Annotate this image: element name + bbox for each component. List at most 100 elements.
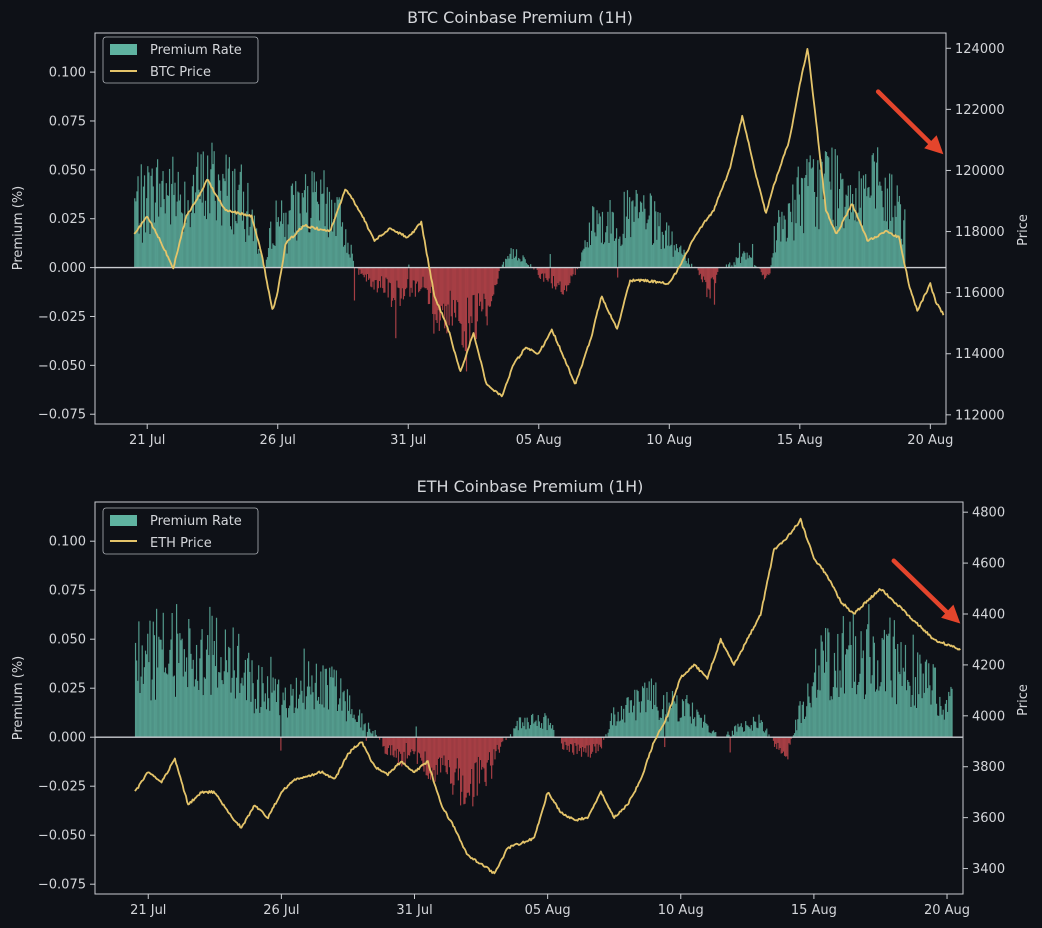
- eth-premium-bar: [809, 702, 811, 738]
- btc-premium-bar: [717, 267, 719, 272]
- btc-premium-bar: [614, 238, 617, 268]
- eth-premium-bar: [437, 737, 440, 759]
- btc-premium-bar: [182, 213, 184, 268]
- eth-premium-bar: [941, 714, 943, 738]
- btc-premium-bar: [478, 267, 481, 306]
- eth-premium-bar: [455, 737, 457, 769]
- eth-premium-bar: [342, 692, 344, 738]
- btc-legend-swatch-premium: [110, 44, 137, 55]
- btc-premium-bar: [821, 161, 823, 268]
- eth-premium-bar: [546, 730, 548, 738]
- eth-premium-bar: [187, 687, 189, 738]
- btc-premium-bar: [873, 161, 875, 268]
- btc-premium-bar: [340, 226, 343, 268]
- eth-premium-bar: [525, 729, 527, 738]
- btc-premium-bar: [215, 220, 217, 268]
- eth-premium-bar: [675, 703, 677, 738]
- btc-premium-bar: [731, 265, 733, 268]
- eth-premium-bar: [486, 737, 488, 763]
- eth-premium-bar: [938, 715, 940, 738]
- btc-trend-arrow: [875, 89, 938, 151]
- btc-premium-bar: [213, 151, 215, 268]
- btc-premium-bar: [198, 189, 200, 268]
- btc-premium-bar: [335, 236, 337, 268]
- eth-premium-bar: [355, 721, 357, 738]
- btc-premium-bar: [866, 196, 868, 268]
- btc-premium-bar: [302, 197, 304, 268]
- eth-premium-bar: [921, 698, 923, 738]
- btc-premium-bar: [153, 222, 155, 268]
- btc-premium-bar: [637, 218, 639, 268]
- btc-premium-bar: [773, 226, 775, 268]
- eth-y-tick-label: 0.100: [49, 535, 86, 550]
- btc-premium-bar: [165, 183, 167, 268]
- btc-premium-bar: [196, 166, 198, 268]
- eth-premium-bar: [772, 737, 775, 741]
- eth-premium-bar: [286, 717, 289, 738]
- eth-premium-bar: [489, 737, 492, 766]
- btc-premium-bar: [834, 149, 836, 268]
- btc-premium-bar: [295, 181, 297, 268]
- eth-premium-bar: [426, 737, 428, 776]
- eth-premium-bar: [633, 705, 635, 738]
- btc-premium-bar: [141, 242, 143, 268]
- btc-premium-bar: [443, 267, 445, 304]
- btc-premium-bar: [735, 257, 737, 268]
- btc-premium-bar: [211, 142, 213, 268]
- btc-premium-bar: [698, 267, 700, 276]
- eth-premium-bar: [868, 604, 870, 738]
- eth-premium-bar: [752, 716, 755, 738]
- eth-premium-bar: [345, 721, 347, 738]
- eth-premium-bar: [208, 655, 210, 738]
- btc-premium-bar: [310, 217, 312, 268]
- eth-premium-bar: [609, 720, 611, 738]
- eth-premium-bar: [701, 727, 704, 738]
- eth-premium-bar: [233, 670, 235, 738]
- eth-premium-bar: [599, 737, 601, 747]
- btc-premium-bar: [480, 267, 482, 302]
- btc-premium-bar: [409, 267, 411, 297]
- btc-premium-bar: [658, 226, 660, 268]
- eth-premium-bar: [762, 731, 765, 738]
- eth-premium-bar: [901, 686, 903, 738]
- btc-premium-bar: [604, 242, 606, 268]
- eth-premium-bar: [650, 678, 653, 738]
- eth-premium-bar: [932, 664, 934, 738]
- eth-premium-bar: [596, 737, 598, 744]
- eth-premium-bar: [161, 649, 163, 738]
- eth-premium-bar: [780, 737, 782, 754]
- btc-premium-bar: [303, 190, 306, 268]
- btc-premium-bar: [396, 267, 398, 281]
- eth-premium-bar: [585, 737, 587, 753]
- eth-premium-bar: [617, 711, 619, 738]
- btc-premium-bar: [203, 215, 205, 268]
- eth-premium-bar: [597, 737, 599, 752]
- btc-premium-bar: [633, 221, 635, 268]
- btc-premium-bar: [548, 267, 550, 279]
- eth-premium-bar: [866, 629, 868, 738]
- eth-premium-bar: [189, 628, 191, 738]
- btc-premium-bar: [671, 231, 673, 268]
- btc-x-tick-label: 20 Aug: [907, 433, 953, 448]
- eth-premium-bar: [240, 683, 242, 738]
- eth-premium-bar: [487, 737, 489, 761]
- btc-premium-bar: [539, 267, 542, 279]
- eth-premium-bar: [544, 713, 546, 738]
- eth-premium-bar: [878, 690, 880, 738]
- eth-premium-bar: [476, 737, 478, 796]
- eth-premium-bar: [485, 737, 487, 787]
- btc-premium-bar: [448, 267, 450, 326]
- eth-premium-bar: [444, 737, 446, 766]
- eth-premium-bar: [209, 606, 211, 738]
- eth-premium-bar: [937, 715, 939, 738]
- eth-premium-bar: [269, 710, 271, 738]
- btc-premium-bar: [358, 267, 360, 275]
- eth-premium-bar: [833, 652, 836, 738]
- btc-premium-bar: [248, 235, 250, 268]
- eth-premium-bar: [813, 672, 816, 738]
- eth-premium-bar: [219, 672, 221, 738]
- btc-premium-bar: [290, 185, 292, 268]
- eth-premium-bar: [197, 680, 199, 738]
- btc-premium-bar: [795, 223, 797, 268]
- eth-y-tick-label: −0.075: [38, 878, 86, 893]
